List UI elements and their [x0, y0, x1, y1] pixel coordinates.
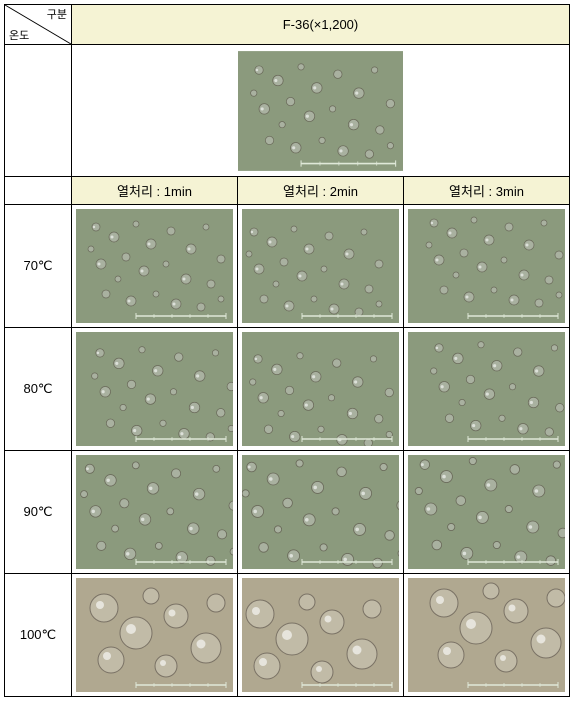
table-title: F-36(×1,200) — [283, 17, 359, 32]
cell-90c-3min — [404, 451, 570, 574]
micrograph-90-3 — [408, 455, 565, 569]
micrograph-70-3 — [408, 209, 565, 323]
cell-90c-1min — [72, 451, 238, 574]
reference-image-cell — [72, 45, 570, 177]
diagonal-header-cell: 구분 온도 — [5, 5, 72, 45]
micrograph-100-2 — [242, 578, 399, 692]
cell-70c-2min — [238, 205, 404, 328]
subheader-3min: 열처리 : 3min — [404, 177, 570, 205]
row-label-90c: 90℃ — [5, 451, 72, 574]
cell-100c-2min — [238, 574, 404, 697]
micrograph-100-3 — [408, 578, 565, 692]
cell-80c-3min — [404, 328, 570, 451]
subheader-2min: 열처리 : 2min — [238, 177, 404, 205]
cell-80c-2min — [238, 328, 404, 451]
cell-90c-2min — [238, 451, 404, 574]
cell-70c-3min — [404, 205, 570, 328]
row-label-empty2 — [5, 177, 72, 205]
cell-100c-3min — [404, 574, 570, 697]
micrograph-70-1 — [76, 209, 233, 323]
micrograph-70-2 — [242, 209, 399, 323]
cell-100c-1min — [72, 574, 238, 697]
micrograph-table: 구분 온도 F-36(×1,200) 열처리 : 1min 열처리 : 2min… — [4, 4, 570, 697]
row-label-empty — [5, 45, 72, 177]
row-label-80c: 80℃ — [5, 328, 72, 451]
diag-header-bottom: 온도 — [9, 27, 29, 43]
micrograph-100-1 — [76, 578, 233, 692]
micrograph-reference — [238, 50, 403, 172]
micrograph-80-1 — [76, 332, 233, 446]
row-label-70c: 70℃ — [5, 205, 72, 328]
cell-70c-1min — [72, 205, 238, 328]
subheader-1min: 열처리 : 1min — [72, 177, 238, 205]
micrograph-80-2 — [242, 332, 399, 446]
cell-80c-1min — [72, 328, 238, 451]
diag-header-top: 구분 — [47, 6, 67, 22]
micrograph-80-3 — [408, 332, 565, 446]
table-title-cell: F-36(×1,200) — [72, 5, 570, 45]
micrograph-90-2 — [242, 455, 399, 569]
row-label-100c: 100℃ — [5, 574, 72, 697]
micrograph-90-1 — [76, 455, 233, 569]
